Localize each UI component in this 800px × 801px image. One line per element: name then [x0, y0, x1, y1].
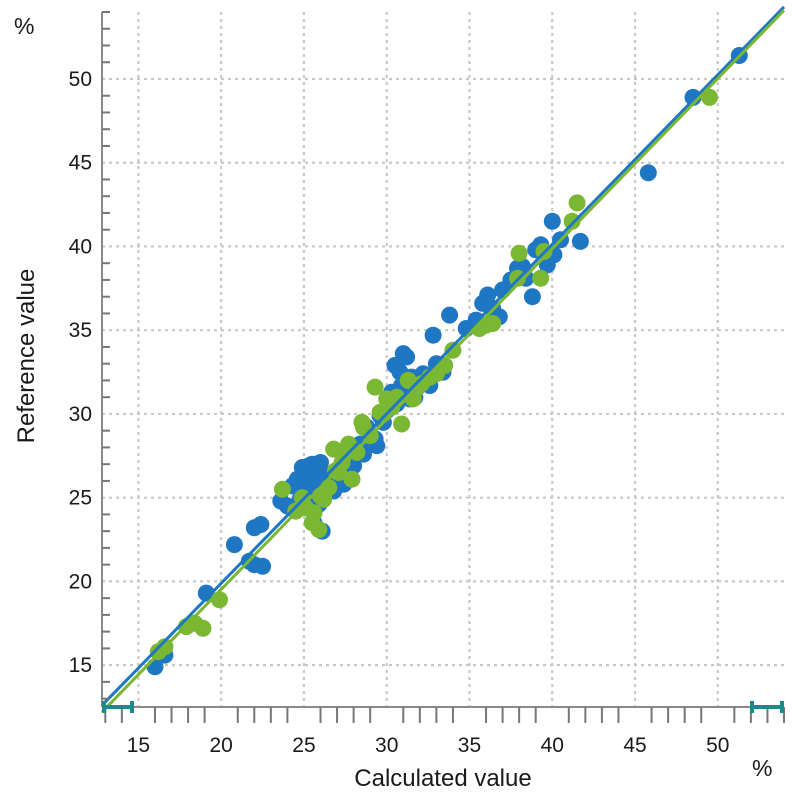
x-tick-label: 40: [541, 734, 564, 757]
y-tick-label: 45: [69, 152, 92, 175]
data-point: [245, 519, 263, 537]
grid: [102, 12, 784, 707]
data-point: [639, 164, 657, 182]
data-point: [245, 556, 263, 574]
y-tick-labels: 15 20 25 30 35 40 45 50: [69, 68, 92, 677]
data-point: [312, 487, 329, 505]
data-point: [484, 315, 502, 332]
data-point: [571, 232, 589, 250]
x-tick-label: 50: [706, 734, 729, 757]
data-point: [424, 326, 442, 344]
x-tick-label: 15: [127, 734, 150, 757]
data-point: [194, 619, 212, 637]
fit-lines: [100, 5, 786, 714]
y-tick-label: 50: [69, 68, 92, 91]
axis-ticks: [102, 11, 785, 723]
data-point: [523, 288, 541, 306]
x-tick-label: 25: [292, 734, 315, 757]
y-tick-label: 25: [69, 487, 92, 510]
data-point: [310, 521, 328, 538]
x-scroll-handle-left[interactable]: [102, 701, 134, 713]
data-point: [197, 584, 215, 602]
series-2-points: [149, 88, 718, 661]
x-tick-label: 30: [375, 734, 398, 757]
data-point: [532, 269, 550, 287]
y-tick-label: 20: [69, 570, 92, 593]
y-tick-label: 15: [69, 654, 92, 677]
data-point: [510, 244, 528, 262]
x-tick-label: 45: [623, 734, 646, 757]
data-point: [343, 470, 361, 488]
data-point: [568, 194, 586, 212]
y-tick-label: 30: [69, 403, 92, 426]
plot-frame: [101, 12, 784, 708]
x-unit-label: %: [752, 755, 772, 781]
y-unit-label: %: [14, 13, 34, 39]
x-tick-label: 35: [458, 734, 481, 757]
data-point: [295, 472, 313, 490]
y-tick-label: 35: [69, 319, 92, 342]
data-point: [312, 454, 329, 471]
data-point: [393, 415, 411, 433]
data-point: [378, 390, 396, 408]
data-point: [436, 356, 454, 374]
y-axis-title: Reference value: [13, 269, 40, 444]
x-tick-labels: 15 20 25 30 35 40 45 50: [127, 734, 730, 757]
regression-line: [100, 9, 786, 714]
data-point: [225, 536, 243, 554]
x-scroll-handle-right[interactable]: [750, 701, 784, 713]
regression-line: [100, 5, 786, 707]
x-axis-title: Calculated value: [354, 765, 531, 792]
data-point: [273, 480, 291, 498]
data-point: [394, 345, 412, 363]
data-point: [441, 306, 459, 324]
y-tick-label: 40: [69, 235, 92, 258]
data-point: [305, 504, 323, 522]
data-point: [211, 591, 228, 609]
x-tick-label: 20: [210, 734, 233, 757]
data-point: [366, 378, 384, 396]
data-point: [353, 413, 371, 431]
data-point: [543, 212, 561, 230]
data-point: [479, 286, 497, 304]
